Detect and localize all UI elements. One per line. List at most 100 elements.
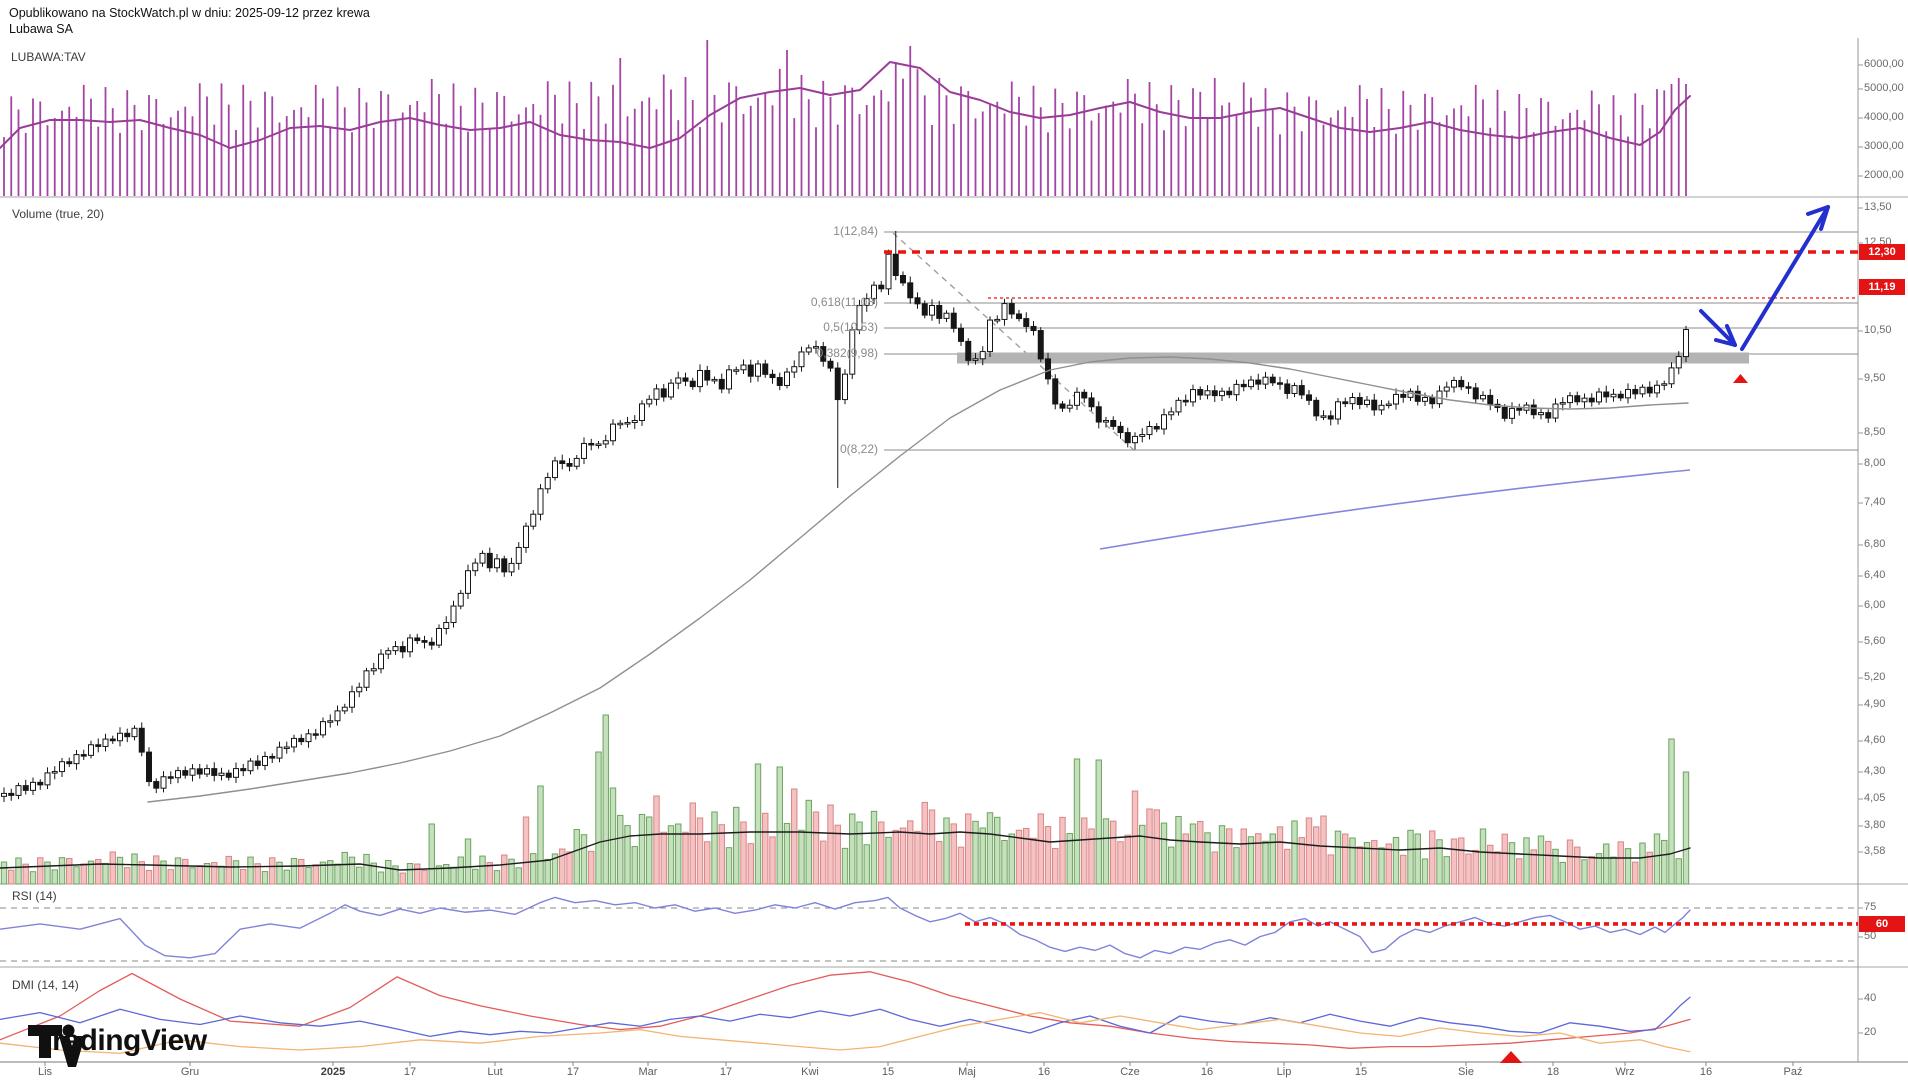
price-ma-line — [147, 356, 1689, 803]
candle-body — [631, 419, 638, 424]
dmi-marker-triangle — [1500, 1051, 1522, 1063]
up-arrow[interactable] — [1740, 205, 1830, 351]
candle-body — [80, 754, 87, 757]
volume-bar — [1516, 858, 1523, 885]
volume-bar — [1443, 856, 1450, 885]
dmi-line-ADX — [0, 971, 1691, 1049]
volume-bar — [885, 836, 892, 885]
candle-body — [1342, 401, 1349, 405]
candle-body — [494, 558, 500, 569]
volume-bar — [203, 863, 211, 885]
time-axis-label[interactable]: 18 — [1546, 1066, 1560, 1078]
time-axis-label[interactable]: 16 — [1699, 1066, 1713, 1078]
volume-bar — [1661, 839, 1668, 885]
candle-body — [1581, 397, 1588, 403]
time-axis-label[interactable]: 15 — [1354, 1066, 1368, 1078]
candle-body — [66, 761, 73, 765]
candle-body — [1574, 395, 1581, 403]
candle-body — [595, 443, 602, 446]
volume-bar — [363, 853, 370, 885]
candle-body — [385, 650, 392, 655]
dmi-line-minusDI — [0, 1011, 1691, 1055]
time-axis-label[interactable]: Gru — [180, 1066, 200, 1078]
candle-body — [1683, 329, 1689, 358]
time-axis-label[interactable]: Lip — [1276, 1066, 1292, 1078]
support-zone-bar[interactable] — [957, 352, 1749, 364]
tradingview-logo[interactable]: TradingView — [28, 1024, 207, 1067]
volume-bar — [1392, 836, 1400, 885]
candle-body — [842, 373, 848, 401]
volume-bar — [1545, 840, 1552, 885]
volume-bar — [1226, 828, 1233, 885]
down-arrow[interactable] — [1699, 309, 1737, 347]
candle-body — [1429, 396, 1436, 405]
candle-body — [1661, 383, 1668, 386]
candle-body — [610, 423, 616, 442]
candle-body — [1045, 358, 1051, 380]
time-axis-label[interactable]: 16 — [1037, 1066, 1051, 1078]
candle-body — [392, 646, 399, 652]
time-axis-label[interactable]: Maj — [958, 1066, 976, 1078]
time-axis-label[interactable]: Mar — [638, 1066, 658, 1078]
volume-bar — [1624, 848, 1632, 885]
volume-bar — [399, 872, 406, 885]
volume-bar — [1117, 841, 1124, 885]
volume-bar — [1371, 840, 1378, 885]
volume-bar — [87, 860, 95, 885]
volume-bar — [29, 871, 37, 885]
volume-bar — [892, 829, 899, 885]
candle-body — [102, 738, 109, 747]
time-axis-label[interactable]: 17 — [566, 1066, 580, 1078]
rising-trendline[interactable] — [1099, 469, 1691, 550]
volume-bar — [841, 847, 849, 885]
candle-body — [1371, 399, 1378, 411]
candle-body — [1204, 390, 1211, 396]
candle-body — [878, 284, 885, 290]
publish-header: Opublikowano na StockWatch.pl w dniu: 20… — [9, 5, 370, 37]
candle-body — [1088, 397, 1095, 408]
volume-bar — [820, 840, 827, 885]
candle-body — [1066, 404, 1073, 409]
time-axis-label[interactable]: Sie — [1458, 1066, 1474, 1078]
volume-bar — [1182, 833, 1189, 885]
volume-bar — [1218, 825, 1226, 885]
volume-bar — [1639, 842, 1646, 885]
time-axis-label[interactable]: 15 — [881, 1066, 895, 1078]
time-axis-label[interactable]: 17 — [403, 1066, 417, 1078]
volume-bar — [936, 840, 943, 885]
time-axis-label[interactable]: Kwi — [801, 1066, 819, 1078]
volume-bar — [472, 868, 479, 885]
volume-bar — [283, 869, 290, 885]
volume-bar — [1168, 846, 1175, 885]
candle-body — [871, 284, 877, 300]
time-axis-label[interactable]: Cze — [1120, 1066, 1140, 1078]
candle-body — [1509, 407, 1515, 419]
volume-bar — [1458, 837, 1465, 885]
candle-body — [1530, 404, 1537, 416]
time-axis-label[interactable]: 2025 — [320, 1066, 346, 1078]
volume-bar — [392, 865, 399, 885]
volume-bar — [798, 829, 805, 885]
time-axis-label[interactable]: Lut — [487, 1066, 503, 1078]
candle-body — [1596, 391, 1602, 403]
volume-bar — [1675, 858, 1682, 885]
candle-body — [581, 442, 587, 459]
candle-body — [515, 546, 522, 564]
price-axis-label: 75 — [1864, 901, 1877, 913]
price-axis-label: 4,60 — [1864, 734, 1886, 746]
time-axis-label[interactable]: Paź — [1783, 1066, 1803, 1078]
candle-body — [1451, 379, 1457, 388]
time-axis-label[interactable]: 16 — [1200, 1066, 1214, 1078]
volume-bar — [22, 863, 29, 885]
time-axis-label[interactable]: Lis — [37, 1066, 53, 1078]
volume-bar — [943, 817, 950, 885]
candle-body — [1588, 397, 1595, 403]
time-axis-label[interactable]: Wrz — [1615, 1066, 1635, 1078]
time-axis-label[interactable]: 17 — [719, 1066, 733, 1078]
candle-body — [921, 303, 928, 316]
price-badge: 12,30 — [1859, 244, 1905, 260]
price-axis-label: 3,58 — [1864, 845, 1886, 857]
volume-bar — [1124, 834, 1131, 885]
candle-body — [465, 570, 471, 594]
